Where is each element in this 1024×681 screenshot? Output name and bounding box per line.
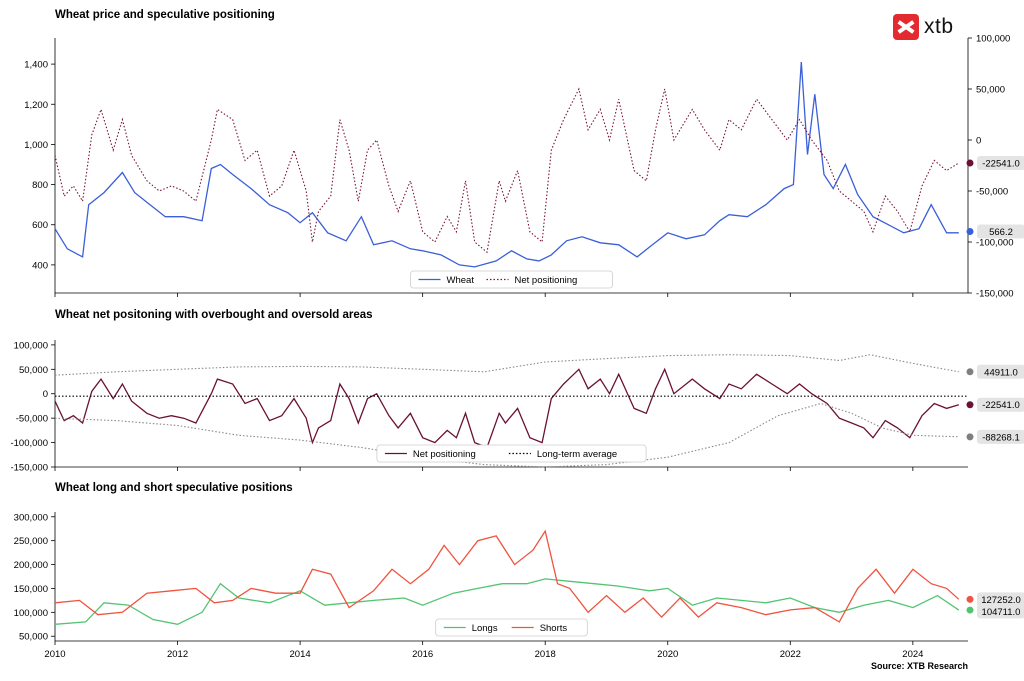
y-tick-label: 100,000 bbox=[14, 340, 48, 351]
x-tick-label: 2018 bbox=[535, 649, 556, 660]
legend-entry: Net positioning bbox=[515, 275, 578, 286]
panel-3: Wheat long and short speculative positio… bbox=[14, 482, 1024, 660]
y-tick-label-right: 50,000 bbox=[976, 85, 1005, 96]
logo-text: xtb bbox=[924, 15, 954, 38]
y-tick-label: 50,000 bbox=[19, 365, 48, 376]
x-tick-label: 2024 bbox=[902, 649, 923, 660]
y-tick-label: -100,000 bbox=[10, 438, 48, 449]
series-line-band-2 bbox=[54, 354, 959, 376]
end-marker bbox=[966, 595, 974, 603]
y-tick-label: 250,000 bbox=[14, 536, 48, 547]
x-tick-label: 2016 bbox=[412, 649, 433, 660]
panel-2: Wheat net positoning with overbought and… bbox=[10, 309, 1024, 474]
series-line-shorts bbox=[54, 529, 960, 623]
end-label-box bbox=[977, 604, 1024, 619]
legend-box bbox=[376, 444, 647, 463]
end-marker bbox=[966, 228, 974, 236]
end-label: -22541.0 bbox=[982, 400, 1020, 411]
series-line-wheat bbox=[54, 62, 959, 268]
legend-entry: Shorts bbox=[540, 623, 568, 634]
end-marker bbox=[966, 606, 974, 614]
x-tick-label: 2012 bbox=[167, 649, 188, 660]
y-tick-label-right: 0 bbox=[976, 136, 981, 147]
source-note: Source: XTB Research bbox=[870, 661, 968, 671]
end-marker bbox=[966, 401, 974, 409]
y-tick-label: 1,200 bbox=[24, 100, 48, 111]
panel-title: Wheat long and short speculative positio… bbox=[55, 482, 293, 494]
y-tick-label: 0 bbox=[43, 389, 48, 400]
series-line-net-positioning bbox=[54, 87, 960, 254]
y-tick-label-right: -100,000 bbox=[976, 238, 1014, 249]
legend-box bbox=[410, 270, 613, 289]
x-tick-label: 2014 bbox=[290, 649, 311, 660]
y-tick-label: 200,000 bbox=[14, 560, 48, 571]
x-tick-label: 2010 bbox=[44, 649, 65, 660]
x-tick-label: 2022 bbox=[780, 649, 801, 660]
y-tick-label: -150,000 bbox=[10, 463, 48, 474]
legend-entry: Wheat bbox=[447, 275, 475, 286]
end-label-box bbox=[977, 397, 1024, 412]
legend-entry: Net positioning bbox=[413, 449, 476, 460]
panel-1: Wheat price and speculative positioning 4… bbox=[24, 9, 1024, 300]
y-tick-label: 1,400 bbox=[24, 60, 48, 71]
end-label-box bbox=[977, 429, 1024, 444]
y-tick-label-right: 100,000 bbox=[976, 34, 1010, 45]
y-tick-label-right: -50,000 bbox=[976, 187, 1008, 198]
panel-title: Wheat net positoning with overbought and… bbox=[55, 309, 373, 321]
end-label: -22541.0 bbox=[982, 158, 1020, 169]
y-tick-label: -50,000 bbox=[16, 414, 48, 425]
y-tick-label: 100,000 bbox=[14, 608, 48, 619]
xtb-logo-icon bbox=[893, 14, 919, 40]
legend-entry: Longs bbox=[472, 623, 498, 634]
legend-entry: Long-term average bbox=[537, 449, 617, 460]
end-marker bbox=[966, 433, 974, 441]
end-label: -88268.1 bbox=[982, 432, 1020, 443]
end-label-box bbox=[977, 155, 1024, 170]
end-label: 104711.0 bbox=[982, 607, 1021, 618]
y-tick-label-right: -150,000 bbox=[976, 289, 1014, 300]
x-tick-label: 2020 bbox=[657, 649, 678, 660]
series-line-longs bbox=[54, 578, 960, 625]
y-tick-label: 50,000 bbox=[19, 632, 48, 643]
end-marker bbox=[966, 368, 974, 376]
end-label: 566.2 bbox=[989, 227, 1013, 238]
series-line-net-positioning bbox=[54, 367, 959, 449]
end-label: 127252.0 bbox=[981, 595, 1021, 606]
panel-title: Wheat price and speculative positioning bbox=[55, 9, 275, 21]
y-tick-label: 800 bbox=[32, 180, 48, 191]
end-label: 44911.0 bbox=[984, 367, 1018, 378]
y-tick-label: 600 bbox=[32, 220, 48, 231]
end-label-box bbox=[977, 224, 1024, 239]
y-tick-label: 400 bbox=[32, 260, 48, 271]
end-label-box bbox=[977, 364, 1024, 379]
y-tick-label: 300,000 bbox=[14, 512, 48, 523]
end-marker bbox=[966, 159, 974, 167]
y-tick-label: 1,000 bbox=[24, 140, 48, 151]
xtb-logo: xtb bbox=[893, 14, 954, 40]
y-tick-label: 150,000 bbox=[14, 584, 48, 595]
legend-box bbox=[435, 618, 588, 637]
end-label-box bbox=[977, 592, 1024, 607]
